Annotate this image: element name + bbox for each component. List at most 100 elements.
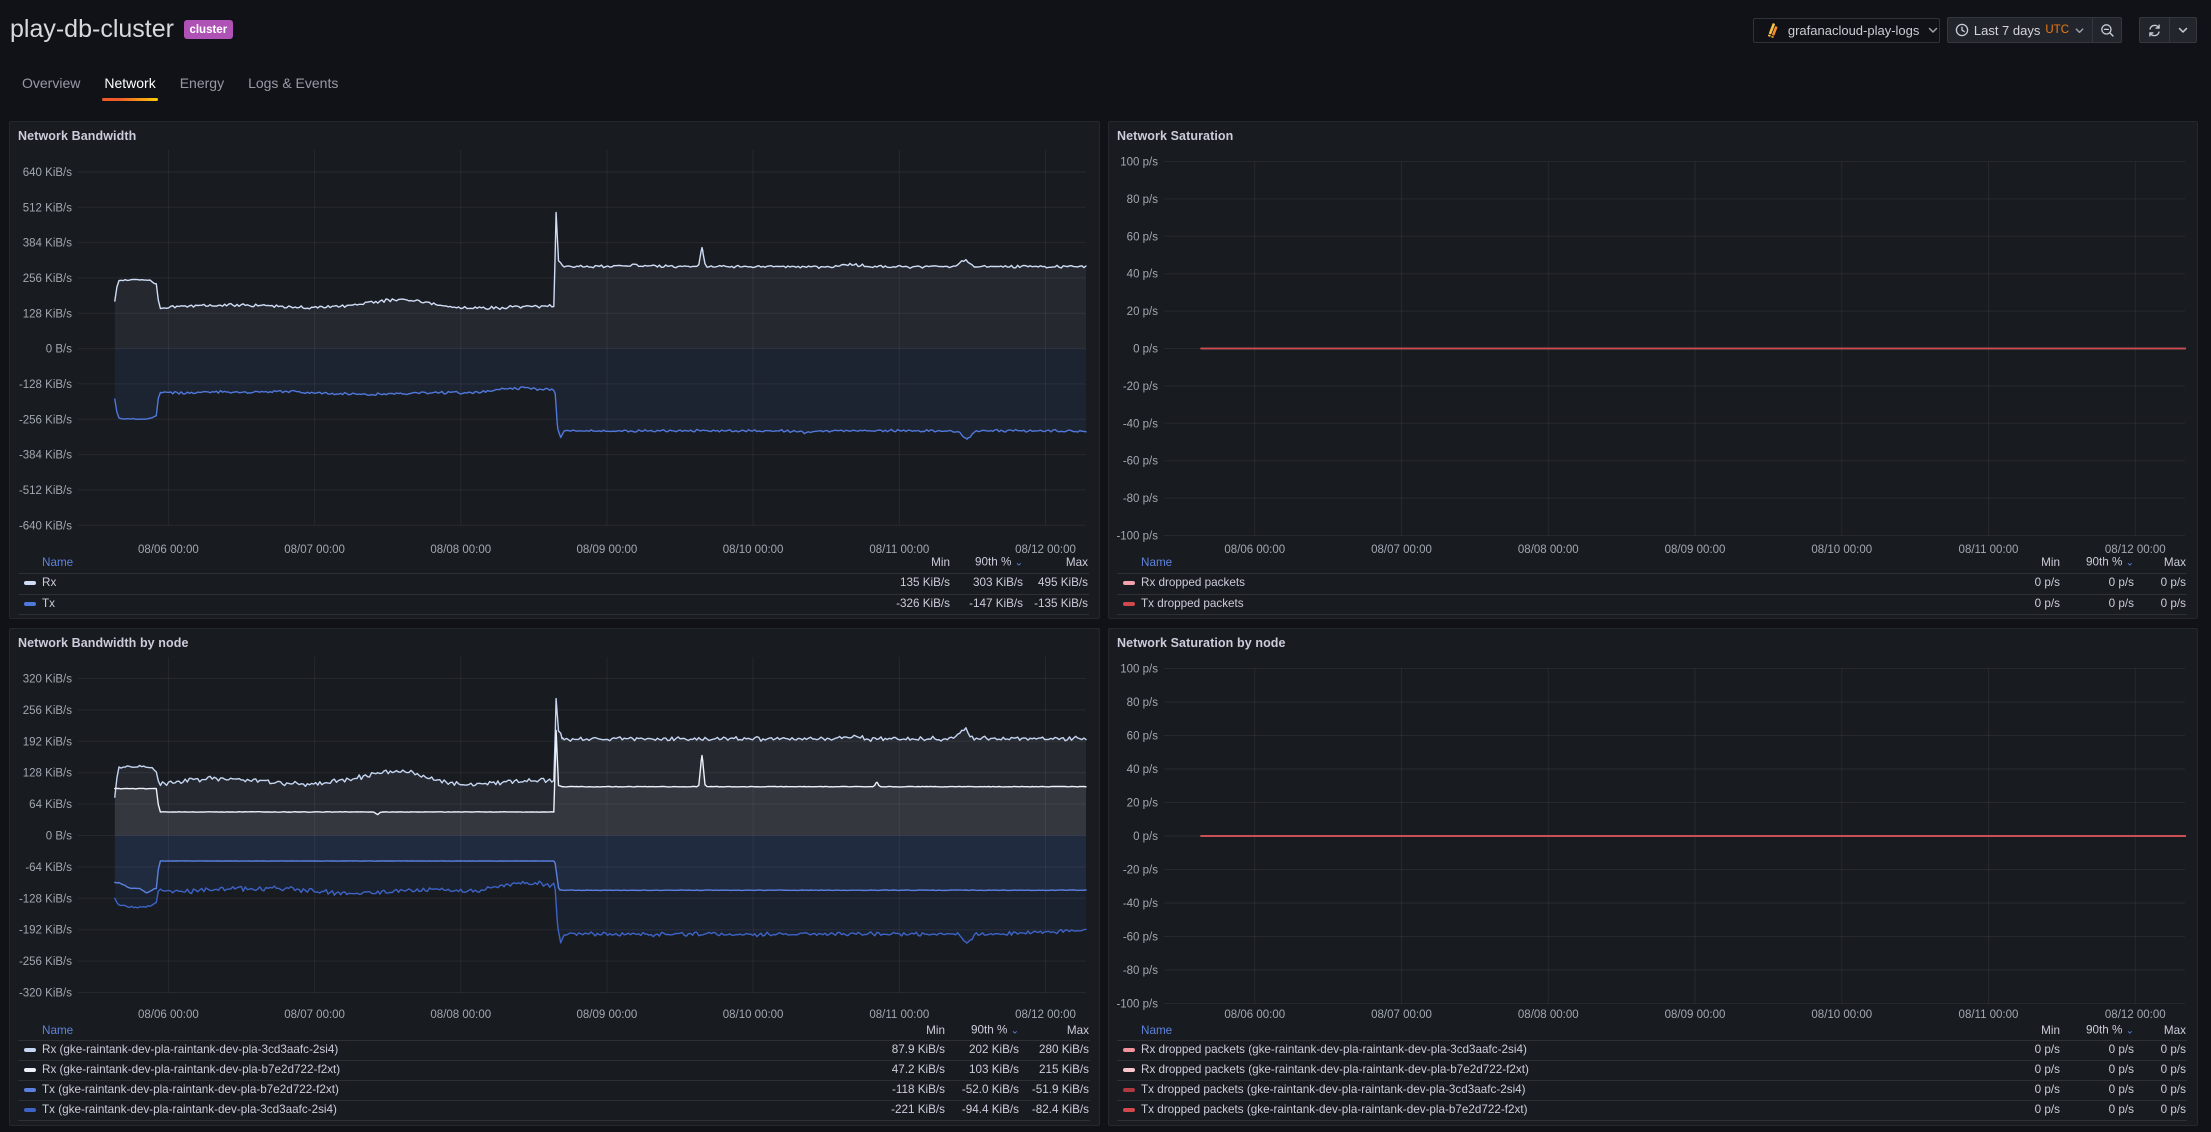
y-tick-label: -384 KiB/s <box>19 450 72 462</box>
y-tick-label: -128 KiB/s <box>19 379 72 391</box>
clock-icon <box>1955 23 1969 37</box>
series-name[interactable]: Tx dropped packets (gke-raintank-dev-pla… <box>1141 1103 1528 1117</box>
series-color-swatch[interactable] <box>24 1108 36 1113</box>
series-min: -221 KiB/s <box>891 1103 945 1117</box>
y-tick-label: -40 p/s <box>1123 898 1158 910</box>
tab-energy[interactable]: Energy <box>179 75 225 91</box>
series-color-swatch[interactable] <box>24 1068 36 1073</box>
series-min: -326 KiB/s <box>896 596 950 610</box>
dashboard-title: play-db-cluster <box>10 15 174 43</box>
panel-header[interactable]: Network Saturation <box>1109 122 2197 149</box>
series-line[interactable] <box>114 386 1087 440</box>
series-line[interactable] <box>114 697 1087 798</box>
x-tick-label: 08/09 00:00 <box>1665 544 1726 556</box>
series-name[interactable]: Rx dropped packets (gke-raintank-dev-pla… <box>1141 1063 1529 1077</box>
series-color-swatch[interactable] <box>24 1088 36 1093</box>
series-color-swatch[interactable] <box>24 1048 36 1053</box>
panel-header[interactable]: Network Bandwidth <box>10 122 1099 149</box>
series-area <box>114 730 1087 836</box>
legend-col-min[interactable]: Min <box>926 1024 945 1037</box>
datasource-label: grafanacloud-play-logs <box>1787 22 1920 38</box>
legend-col-name[interactable]: Name <box>42 556 74 569</box>
series-color-swatch[interactable] <box>24 601 36 606</box>
series-name[interactable]: Rx dropped packets (gke-raintank-dev-pla… <box>1141 1043 1527 1057</box>
series-name[interactable]: Tx dropped packets (gke-raintank-dev-pla… <box>1141 1083 1526 1097</box>
series-max: 0 p/s <box>2160 1103 2186 1117</box>
legend-col-name[interactable]: Name <box>1141 556 1173 569</box>
y-tick-label: -640 KiB/s <box>19 520 72 532</box>
series-color-swatch[interactable] <box>1123 1088 1135 1093</box>
legend-col-max[interactable]: Max <box>2163 1024 2186 1037</box>
series-color-swatch[interactable] <box>1123 1108 1135 1113</box>
legend-col-max[interactable]: Max <box>1065 556 1088 569</box>
legend-col-min[interactable]: Min <box>2041 1024 2060 1037</box>
series-name[interactable]: Tx dropped packets <box>1141 596 1244 610</box>
legend-col-90th[interactable]: 90th % ⌄ <box>2085 1023 2134 1037</box>
y-tick-label: 0 B/s <box>46 831 72 843</box>
loki-logo-icon <box>1764 22 1780 38</box>
series-name[interactable]: Tx <box>42 596 55 610</box>
y-tick-label: 256 KiB/s <box>23 273 72 285</box>
legend-row-divider <box>18 613 1089 615</box>
zoom-out-button[interactable] <box>2092 18 2121 42</box>
series-line[interactable] <box>114 211 1087 311</box>
refresh-button[interactable] <box>2140 18 2169 42</box>
timeseries-chart[interactable]: 100 p/s 80 p/s 60 p/s 40 p/s 20 p/s 0 p/s -20 … <box>1109 629 2199 1132</box>
time-range-picker[interactable]: Last 7 days UTC <box>1948 18 2092 42</box>
series-color-swatch[interactable] <box>1123 1068 1135 1073</box>
legend-col-name[interactable]: Name <box>42 1024 74 1037</box>
y-tick-label: 40 p/s <box>1127 269 1159 281</box>
series-line[interactable] <box>114 729 1087 816</box>
series-name[interactable]: Rx dropped packets <box>1141 576 1245 590</box>
series-max: -82.4 KiB/s <box>1031 1103 1089 1117</box>
x-tick-label: 08/08 00:00 <box>1518 1009 1579 1021</box>
legend-col-name[interactable]: Name <box>1141 1024 1173 1037</box>
series-line[interactable] <box>114 860 1087 894</box>
series-name[interactable]: Rx (gke-raintank-dev-pla-raintank-dev-pl… <box>42 1043 339 1057</box>
series-color-swatch[interactable] <box>24 581 36 586</box>
legend-col-min[interactable]: Min <box>2041 556 2060 569</box>
cluster-badge: cluster <box>183 20 233 39</box>
panel-header[interactable]: Network Bandwidth by node <box>10 629 1099 656</box>
series-name[interactable]: Rx (gke-raintank-dev-pla-raintank-dev-pl… <box>42 1063 341 1077</box>
series-max: 495 KiB/s <box>1037 576 1088 590</box>
series-area <box>114 698 1087 836</box>
legend-col-max[interactable]: Max <box>2163 556 2186 569</box>
series-name[interactable]: Rx <box>42 576 57 590</box>
series-color-swatch[interactable] <box>1123 1048 1135 1053</box>
series-name[interactable]: Tx (gke-raintank-dev-pla-raintank-dev-pl… <box>42 1083 339 1097</box>
y-tick-label: -100 p/s <box>1116 999 1158 1011</box>
legend-row-divider <box>1117 1100 2187 1102</box>
legend-col-90th[interactable]: 90th % ⌄ <box>970 1023 1019 1037</box>
timeseries-chart[interactable]: 640 KiB/s 512 KiB/s 384 KiB/s 256 KiB/s 128 … <box>10 122 1101 625</box>
series-90th: 0 p/s <box>2108 576 2134 590</box>
y-tick-label: 80 p/s <box>1127 194 1159 206</box>
refresh-interval-dropdown[interactable] <box>2169 18 2196 42</box>
tab-overview[interactable]: Overview <box>22 75 81 91</box>
legend-col-max[interactable]: Max <box>1066 1024 1089 1037</box>
series-max: 0 p/s <box>2160 1043 2186 1057</box>
series-line[interactable] <box>114 880 1087 944</box>
series-name[interactable]: Tx (gke-raintank-dev-pla-raintank-dev-pl… <box>42 1103 337 1117</box>
legend-row-divider <box>1117 593 2187 595</box>
timeseries-chart[interactable]: 100 p/s 80 p/s 60 p/s 40 p/s 20 p/s 0 p/s -20 … <box>1109 122 2199 625</box>
datasource-picker[interactable]: grafanacloud-play-logs <box>1752 17 1940 43</box>
chart-legend: Name Min 90th % ⌄ Max Rx (gke-raintank-dev-p… <box>10 629 1099 1125</box>
legend-col-90th[interactable]: 90th % ⌄ <box>974 555 1023 569</box>
x-tick-label: 08/09 00:00 <box>577 544 638 556</box>
series-color-swatch[interactable] <box>1123 581 1135 586</box>
legend-col-min[interactable]: Min <box>931 556 950 569</box>
tab-network[interactable]: Network <box>92 68 167 101</box>
x-tick-label: 08/12 00:00 <box>1015 544 1076 556</box>
y-tick-label: -80 p/s <box>1123 493 1158 505</box>
sort-desc-icon: ⌄ <box>1010 1025 1019 1037</box>
legend-col-90th[interactable]: 90th % ⌄ <box>2085 555 2134 569</box>
tab-logs-events[interactable]: Logs & Events <box>248 75 339 91</box>
panel-header[interactable]: Network Saturation by node <box>1109 629 2197 656</box>
series-area <box>114 212 1087 349</box>
timeseries-chart[interactable]: 320 KiB/s 256 KiB/s 192 KiB/s 128 KiB/s 64 K… <box>10 629 1101 1132</box>
series-color-swatch[interactable] <box>1123 601 1135 606</box>
series-area <box>114 348 1087 440</box>
x-tick-label: 08/10 00:00 <box>1811 1009 1872 1021</box>
panel-network-bandwidth-by-node: Network Bandwidth by node 320 KiB/s 256 K… <box>9 628 1100 1126</box>
